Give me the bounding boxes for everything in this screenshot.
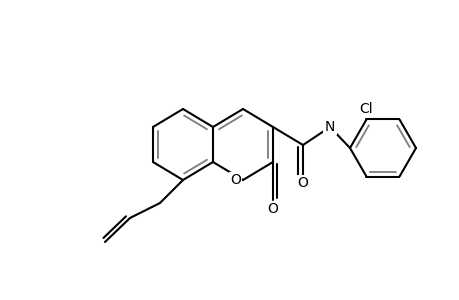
Text: O: O (297, 176, 308, 190)
Text: O: O (230, 173, 241, 187)
Text: N: N (324, 120, 335, 134)
Text: O: O (267, 202, 278, 216)
Text: Cl: Cl (359, 102, 373, 116)
